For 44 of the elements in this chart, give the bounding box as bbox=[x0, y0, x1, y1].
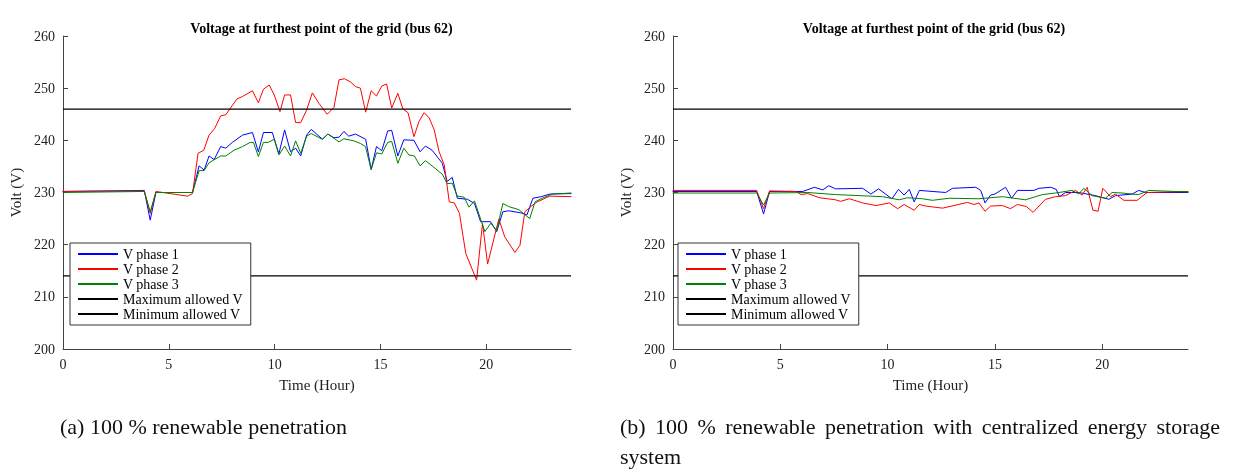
legend-label: Minimum allowed V bbox=[731, 306, 849, 322]
legend-label: V phase 1 bbox=[731, 246, 787, 262]
y-tick-label: 240 bbox=[34, 132, 55, 148]
y-tick-label: 210 bbox=[644, 289, 665, 305]
x-tick-label: 15 bbox=[373, 356, 388, 372]
chart-title: Voltage at furthest point of the grid (bus 62) bbox=[190, 20, 454, 37]
legend-label: Maximum allowed V bbox=[123, 291, 243, 307]
x-tick-label: 20 bbox=[479, 356, 494, 372]
x-axis-title: Time (Hour) bbox=[892, 376, 969, 394]
y-tick-label: 200 bbox=[34, 341, 55, 357]
y-tick-label: 230 bbox=[34, 185, 55, 200]
text: (b) 100 % renewable penetration with centralized energy storage system bbox=[620, 413, 1220, 471]
line-series bbox=[62, 78, 572, 281]
line-series bbox=[672, 187, 1189, 206]
y-tick-label: 220 bbox=[34, 237, 55, 253]
x-tick-label: 10 bbox=[880, 356, 895, 372]
chart-title: Voltage at furthest point of the grid (bus 62) bbox=[802, 20, 1066, 37]
x-tick-label: 20 bbox=[1095, 356, 1110, 372]
y-tick-label: 260 bbox=[644, 28, 665, 44]
legend-label: V phase 2 bbox=[123, 261, 179, 277]
legend-label: V phase 2 bbox=[731, 261, 787, 277]
x-tick-label: 15 bbox=[987, 356, 1002, 372]
x-tick-label: 0 bbox=[59, 356, 67, 372]
y-tick-label: 260 bbox=[34, 28, 55, 44]
y-axis-title: Volt (V) bbox=[7, 167, 25, 218]
y-tick-label: 200 bbox=[644, 341, 665, 357]
y-axis-title: Volt (V) bbox=[617, 167, 635, 218]
y-tick-label: 230 bbox=[644, 185, 665, 200]
y-tick-label: 220 bbox=[644, 237, 665, 253]
y-tick-label: 210 bbox=[34, 289, 55, 305]
legend-label: V phase 3 bbox=[731, 276, 787, 292]
y-tick-label: 250 bbox=[644, 80, 665, 96]
x-axis-title: Time (Hour) bbox=[279, 376, 355, 394]
legend-label: V phase 3 bbox=[123, 276, 179, 292]
legend-label: V phase 1 bbox=[123, 246, 179, 262]
legend-label: Minimum allowed V bbox=[123, 306, 241, 322]
x-tick-label: 10 bbox=[267, 356, 282, 372]
y-tick-label: 250 bbox=[34, 80, 55, 96]
text: (a) 100 % renewable penetration bbox=[60, 413, 349, 441]
x-tick-label: 0 bbox=[669, 356, 677, 372]
y-tick-label: 240 bbox=[644, 132, 665, 148]
x-tick-label: 5 bbox=[165, 356, 173, 372]
x-tick-label: 5 bbox=[776, 356, 784, 372]
legend-label: Maximum allowed V bbox=[731, 291, 851, 307]
